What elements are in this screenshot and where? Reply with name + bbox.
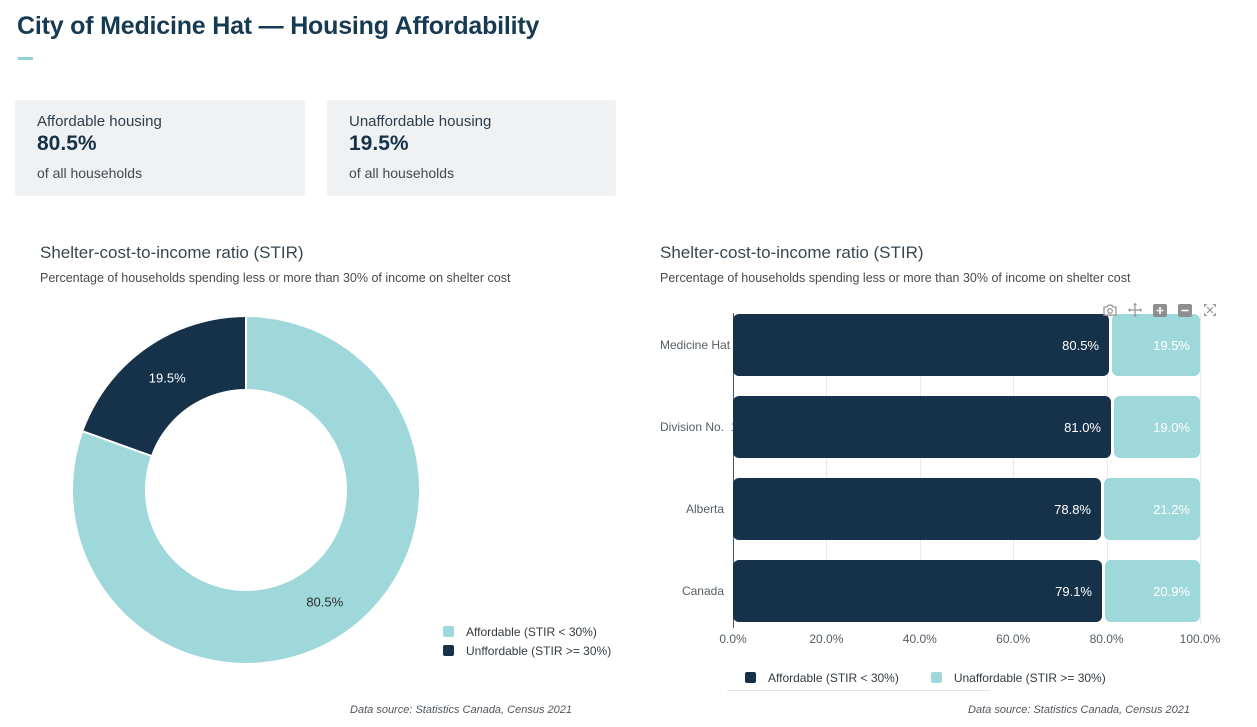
x-axis-tick-label: 40.0%	[902, 632, 937, 646]
donut-chart[interactable]: 80.5% 19.5%	[73, 317, 419, 663]
y-axis-label: Division No. 1	[660, 420, 738, 434]
pan-icon[interactable]	[1127, 302, 1143, 318]
stat-card-value: 80.5%	[37, 132, 97, 155]
legend-swatch	[443, 626, 454, 637]
stat-card-sub: of all households	[349, 165, 455, 181]
data-source-note: Data source: Statistics Canada, Census 2…	[968, 704, 1190, 716]
donut-slice-label: 80.5%	[306, 594, 344, 610]
bar-value-label: 20.9%	[1153, 583, 1190, 599]
legend-label: Unaffordable (STIR >= 30%)	[953, 670, 1106, 685]
stat-card-sub: of all households	[37, 165, 143, 181]
bar-legend: Affordable (STIR < 30%) Unaffordable (STI…	[745, 668, 1106, 687]
legend-label: Unffordable (STIR >= 30%)	[466, 643, 612, 658]
x-axis-zero-tick	[733, 623, 734, 628]
legend-item[interactable]: Unffordable (STIR >= 30%)	[443, 641, 611, 660]
donut-legend: Affordable (STIR < 30%) Unffordable (STIR…	[443, 622, 611, 660]
slice-separator	[82, 430, 247, 491]
legend-label: Affordable (STIR < 30%)	[466, 624, 597, 639]
title-underline	[18, 57, 33, 60]
data-source-note: Data source: Statistics Canada, Census 2…	[350, 704, 572, 716]
bar-value-label: 19.5%	[1153, 337, 1190, 353]
y-axis-label: Canada	[681, 584, 724, 598]
gridline	[826, 313, 828, 623]
legend-swatch	[443, 645, 454, 656]
y-axis-label: Medicine Hat	[660, 338, 731, 352]
bar-segment-unaffordable[interactable]: 20.9%	[1105, 560, 1200, 622]
y-axis-label: Alberta	[685, 502, 724, 516]
donut-chart-subtitle: Percentage of households spending less o…	[40, 271, 511, 285]
gridline	[1013, 313, 1015, 623]
bar-segment-unaffordable[interactable]: 21.2%	[1104, 478, 1200, 540]
bar-chart-title: Shelter-cost-to-income ratio (STIR)	[660, 243, 924, 262]
zoom-out-icon[interactable]	[1177, 302, 1193, 318]
slice-separator	[245, 317, 247, 490]
legend-swatch	[745, 672, 756, 683]
x-axis-tick-label: 80.0%	[1089, 632, 1124, 646]
bar-value-label: 19.0%	[1153, 419, 1190, 435]
bar-segment-affordable[interactable]: 79.1%	[733, 560, 1102, 622]
stat-card-affordable: Affordable housing 80.5% of all househol…	[15, 100, 305, 196]
bar-segment-affordable[interactable]: 78.8%	[733, 478, 1101, 540]
x-axis-tick-label: 20.0%	[809, 632, 844, 646]
legend-item[interactable]: Affordable (STIR < 30%)	[443, 622, 611, 641]
autoscale-icon[interactable]	[1202, 302, 1218, 318]
zoom-in-icon[interactable]	[1152, 302, 1168, 318]
stat-card-unaffordable: Unaffordable housing 19.5% of all househ…	[327, 100, 616, 196]
x-axis-tick-label: 0.0%	[719, 632, 747, 646]
gridline	[1106, 313, 1108, 623]
stat-card-label: Affordable housing	[37, 113, 162, 130]
legend-item[interactable]: Affordable (STIR < 30%)	[745, 668, 899, 687]
bar-segment-unaffordable[interactable]: 19.0%	[1114, 396, 1200, 458]
legend-divider	[727, 690, 990, 691]
stat-card-value: 19.5%	[349, 132, 409, 155]
donut-chart-title: Shelter-cost-to-income ratio (STIR)	[40, 243, 304, 262]
y-axis-line	[733, 313, 734, 623]
legend-swatch	[930, 672, 942, 683]
bar-value-label: 78.8%	[1054, 501, 1091, 517]
plotly-modebar	[1102, 302, 1218, 318]
bar-segment-affordable[interactable]: 80.5%	[733, 314, 1109, 376]
bar-segment-unaffordable[interactable]: 19.5%	[1112, 314, 1200, 376]
bar-value-label: 80.5%	[1062, 337, 1099, 353]
bar-value-label: 21.2%	[1153, 501, 1190, 517]
bar-value-label: 79.1%	[1055, 583, 1092, 599]
legend-item[interactable]: Unaffordable (STIR >= 30%)	[930, 668, 1106, 687]
donut-slice-label: 19.5%	[148, 370, 186, 386]
x-axis-tick-label: 100.0%	[1179, 632, 1221, 646]
bar-value-label: 81.0%	[1064, 419, 1101, 435]
legend-label: Affordable (STIR < 30%)	[768, 670, 899, 685]
bar-segment-affordable[interactable]: 81.0%	[733, 396, 1111, 458]
stat-card-label: Unaffordable housing	[349, 113, 492, 130]
x-axis-tick-label: 60.0%	[996, 632, 1031, 646]
gridline	[919, 313, 921, 623]
gridline	[1200, 313, 1201, 623]
bar-chart-subtitle: Percentage of households spending less o…	[660, 271, 1131, 285]
camera-icon[interactable]	[1102, 302, 1118, 318]
page-title: City of Medicine Hat — Housing Affordabi…	[17, 12, 540, 40]
bar-plot: 0.0% 20.0% 40.0% 60.0% 80.0% 100.0% Medicine H…	[660, 313, 1220, 646]
